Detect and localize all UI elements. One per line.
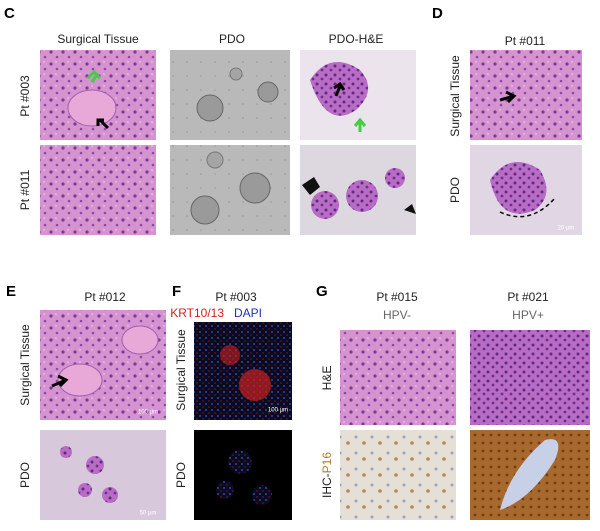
image-feature <box>102 487 118 503</box>
row-label: PDO <box>18 462 32 488</box>
image-feature <box>385 168 405 188</box>
image-feature <box>302 177 416 214</box>
arrow <box>51 374 69 388</box>
panel-title: Pt #012 <box>84 290 126 304</box>
row-label: IHC-P16 <box>320 452 334 498</box>
image-feature <box>67 89 117 127</box>
image-feature <box>78 483 92 497</box>
column-header: PDO-H&E <box>329 32 384 46</box>
column-status: HPV+ <box>512 308 544 322</box>
arrow <box>499 90 517 104</box>
row-label: Pt #003 <box>18 75 32 117</box>
column-status: HPV- <box>383 308 411 322</box>
panel-label: D <box>432 5 443 22</box>
image <box>340 430 456 520</box>
panel-title: Pt #011 <box>505 34 546 48</box>
image <box>194 322 292 420</box>
row-label: Surgical Tissue <box>174 329 188 411</box>
row-label: Surgical Tissue <box>448 55 462 137</box>
image-feature <box>500 439 559 510</box>
stain-label: DAPI <box>234 306 262 320</box>
image-feature <box>121 325 159 355</box>
scale-bar-label: 100 µm <box>138 410 158 416</box>
scale-bar-label: 20 µm <box>558 226 575 232</box>
arrow <box>86 69 102 83</box>
image-feature <box>346 180 378 212</box>
image-feature <box>228 450 252 474</box>
arrow <box>353 117 367 132</box>
image-feature <box>311 191 339 219</box>
panel-label: E <box>6 283 16 300</box>
image <box>40 430 166 520</box>
panel-label: C <box>4 5 15 22</box>
image <box>470 50 582 140</box>
image-feature <box>220 345 240 365</box>
arrow <box>96 118 110 130</box>
image <box>170 145 290 235</box>
row-label: H&E <box>320 366 334 391</box>
panel-label: G <box>316 283 328 300</box>
image-feature <box>239 172 271 204</box>
image-feature <box>86 456 104 474</box>
image <box>340 330 456 425</box>
column-header: PDO <box>219 32 245 46</box>
image-feature <box>206 151 224 169</box>
image-feature <box>490 162 547 214</box>
image-feature <box>229 67 243 81</box>
arrow <box>333 81 346 97</box>
image-feature <box>196 94 224 122</box>
image-feature <box>252 485 272 505</box>
outline <box>499 197 556 218</box>
row-label: Pt #011 <box>18 169 32 210</box>
stain-label: KRT10/13 <box>170 306 224 320</box>
image-feature <box>216 481 234 499</box>
column-title: Pt #021 <box>507 290 549 304</box>
image-feature <box>60 446 72 458</box>
image-feature <box>257 81 279 103</box>
row-label: Surgical Tissue <box>18 324 32 406</box>
panel-title: Pt #003 <box>215 290 257 304</box>
row-label-prefix: IHC- <box>320 473 334 498</box>
row-label: PDO <box>174 462 188 488</box>
row-label-marker: P16 <box>320 452 334 474</box>
image-feature <box>190 195 220 225</box>
image <box>194 430 292 520</box>
column-header: Surgical Tissue <box>57 32 139 46</box>
image <box>40 145 156 235</box>
image-feature <box>239 369 271 401</box>
row-label: PDO <box>448 177 462 203</box>
image-feature <box>57 363 103 397</box>
scale-bar-label: 100 µm <box>268 408 288 414</box>
column-title: Pt #015 <box>376 290 418 304</box>
panel-label: F <box>172 283 181 300</box>
image <box>40 310 166 420</box>
scale-bar-label: 50 µm <box>140 511 157 517</box>
image <box>470 330 590 425</box>
